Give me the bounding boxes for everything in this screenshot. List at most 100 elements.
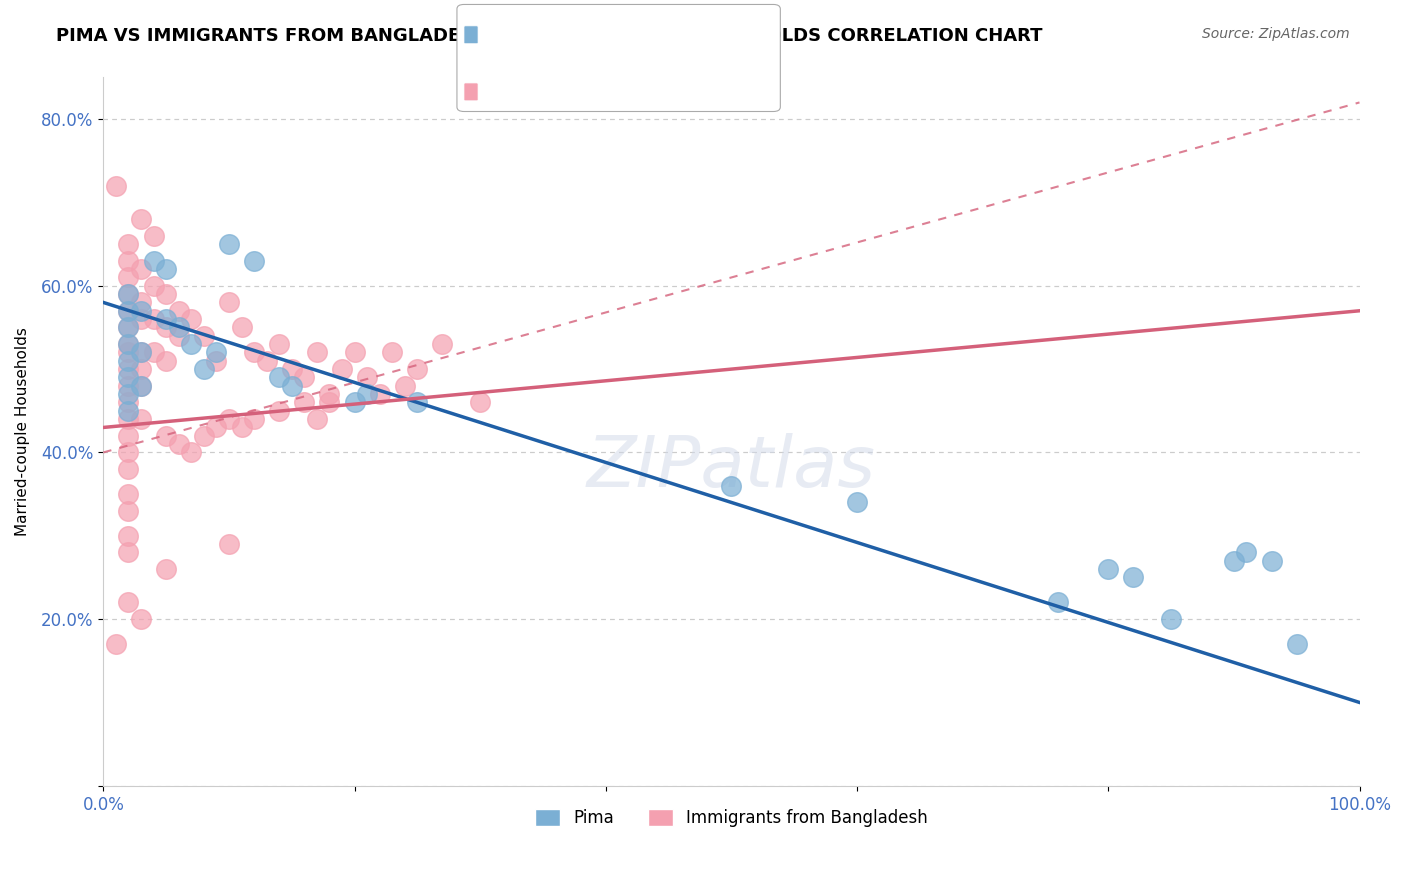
Point <box>356 370 378 384</box>
Text: -0.854: -0.854 <box>541 27 596 41</box>
Point <box>231 420 253 434</box>
Point <box>117 270 139 285</box>
Point <box>129 612 152 626</box>
Point <box>1236 545 1258 559</box>
Point <box>155 262 177 277</box>
Point <box>117 337 139 351</box>
Point <box>330 362 353 376</box>
Point <box>142 253 165 268</box>
Text: R =: R = <box>481 84 517 98</box>
Point <box>117 462 139 476</box>
Point <box>356 387 378 401</box>
Point <box>129 345 152 359</box>
Text: 0.138: 0.138 <box>541 84 596 98</box>
Point <box>720 479 742 493</box>
Point <box>167 437 190 451</box>
Point <box>1122 570 1144 584</box>
Point <box>305 412 328 426</box>
Point <box>343 395 366 409</box>
Point <box>1260 554 1282 568</box>
Point <box>231 320 253 334</box>
Text: Source: ZipAtlas.com: Source: ZipAtlas.com <box>1202 27 1350 41</box>
Point <box>117 370 139 384</box>
Point <box>117 404 139 418</box>
Point <box>117 378 139 392</box>
Point <box>470 395 492 409</box>
Point <box>243 412 266 426</box>
Point <box>129 295 152 310</box>
Point <box>1223 554 1246 568</box>
Point <box>256 353 278 368</box>
Point <box>117 345 139 359</box>
Text: R =: R = <box>481 27 517 41</box>
Point <box>142 278 165 293</box>
Point <box>129 262 152 277</box>
Point <box>117 362 139 376</box>
Point <box>205 420 228 434</box>
Point <box>117 445 139 459</box>
Point <box>129 412 152 426</box>
Point <box>292 395 315 409</box>
Point <box>117 320 139 334</box>
Point <box>281 378 304 392</box>
Point <box>117 303 139 318</box>
Point <box>193 362 215 376</box>
Point <box>1285 637 1308 651</box>
Point <box>129 378 152 392</box>
Point <box>117 412 139 426</box>
Point <box>318 395 340 409</box>
Text: PIMA VS IMMIGRANTS FROM BANGLADESH MARRIED-COUPLE HOUSEHOLDS CORRELATION CHART: PIMA VS IMMIGRANTS FROM BANGLADESH MARRI… <box>56 27 1043 45</box>
Point <box>394 378 416 392</box>
Point <box>406 362 429 376</box>
Point <box>117 287 139 301</box>
Point <box>180 312 202 326</box>
Text: ZIPatlas: ZIPatlas <box>586 433 876 501</box>
Point <box>1160 612 1182 626</box>
Text: 76: 76 <box>665 84 683 98</box>
Point <box>117 529 139 543</box>
Point <box>129 378 152 392</box>
Point <box>167 303 190 318</box>
Point <box>381 345 404 359</box>
Point <box>205 353 228 368</box>
Point <box>117 395 139 409</box>
Point <box>129 362 152 376</box>
Point <box>243 253 266 268</box>
Point <box>117 237 139 252</box>
Point <box>117 287 139 301</box>
Point <box>218 412 240 426</box>
Point <box>155 287 177 301</box>
Point <box>292 370 315 384</box>
Point <box>193 328 215 343</box>
Point <box>406 395 429 409</box>
Point <box>167 328 190 343</box>
Point <box>117 487 139 501</box>
Point <box>117 253 139 268</box>
Point <box>155 353 177 368</box>
Point <box>142 312 165 326</box>
Point <box>104 178 127 193</box>
Point <box>104 637 127 651</box>
Point <box>117 320 139 334</box>
Point <box>155 562 177 576</box>
Point <box>180 337 202 351</box>
Point <box>846 495 869 509</box>
Point <box>1047 595 1070 609</box>
Point <box>117 337 139 351</box>
Point <box>218 295 240 310</box>
Point <box>205 345 228 359</box>
Point <box>281 362 304 376</box>
Point <box>129 345 152 359</box>
Point <box>269 337 291 351</box>
Point <box>129 303 152 318</box>
Point <box>129 312 152 326</box>
Point <box>129 212 152 227</box>
Text: 32: 32 <box>665 27 683 41</box>
Point <box>269 370 291 384</box>
Point <box>117 387 139 401</box>
Point <box>117 303 139 318</box>
Legend: Pima, Immigrants from Bangladesh: Pima, Immigrants from Bangladesh <box>529 803 935 834</box>
Point <box>155 320 177 334</box>
Point <box>243 345 266 359</box>
Point <box>269 404 291 418</box>
